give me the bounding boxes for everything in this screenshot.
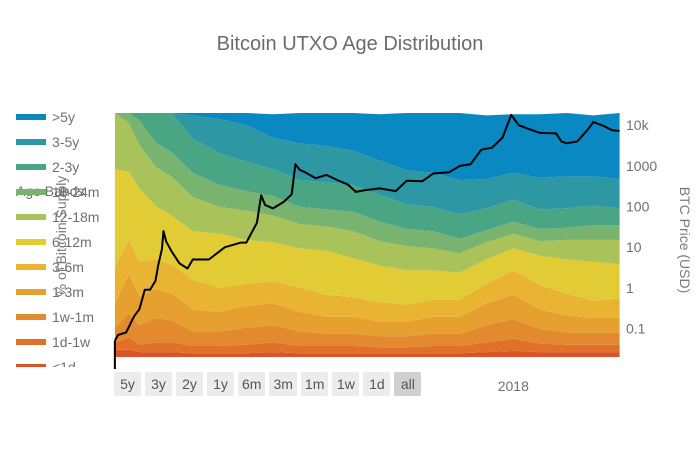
range-button-all[interactable]: all [394, 372, 422, 396]
range-button-1m[interactable]: 1m [300, 372, 329, 396]
legend-label: 12-18m [52, 209, 99, 225]
legend-swatch [16, 339, 46, 345]
legend-item[interactable]: 18-24m [16, 184, 99, 200]
legend-label: >5y [52, 109, 75, 125]
area-band-3-6m [114, 239, 620, 322]
right-axis: 0.1 1 10 100 1000 10k [626, 117, 657, 336]
legend-label: 3-6m [52, 259, 84, 275]
x-tick-label: 2018 [498, 378, 529, 394]
area-band-6-12m [114, 169, 620, 305]
legend-label: 6-12m [52, 234, 92, 250]
legend-swatch [16, 264, 46, 270]
legend-item[interactable]: 1w-1m [16, 309, 94, 325]
legend-swatch [16, 289, 46, 295]
legend-swatch [16, 314, 46, 320]
legend-label: 1d-1w [52, 334, 91, 350]
area-band-1d-1w [114, 337, 620, 354]
right-tick-label: 0.1 [626, 321, 646, 337]
right-tick-label: 1000 [626, 158, 657, 174]
range-button-3m[interactable]: 3m [269, 372, 297, 396]
range-button-2y[interactable]: 2y [176, 372, 203, 396]
legend-label: 3-5y [52, 134, 79, 150]
left-axis-title: % of Bitcoin Supply [53, 176, 69, 297]
right-tick-label: 1 [626, 280, 634, 296]
plot-area [113, 113, 620, 369]
legend-item[interactable]: 3-5y [16, 134, 79, 150]
legend-item[interactable]: 1-3m [16, 284, 84, 300]
range-button-3y[interactable]: 3y [145, 372, 172, 396]
legend: Age Bands>5y3-5y2-3y18-24m12-18m6-12m3-6… [16, 109, 99, 375]
x-axis: 2018 [498, 378, 529, 394]
chart-title: Bitcoin UTXO Age Distribution [217, 33, 484, 55]
right-tick-label: 10k [626, 117, 650, 133]
legend-swatch [16, 214, 46, 220]
legend-label: 18-24m [52, 184, 99, 200]
legend-label: 1-3m [52, 284, 84, 300]
legend-item[interactable]: 2-3y [16, 159, 79, 175]
range-button-1w[interactable]: 1w [332, 372, 360, 396]
legend-item[interactable]: 6-12m [16, 234, 92, 250]
range-button-1d[interactable]: 1d [363, 372, 391, 396]
legend-item[interactable]: 3-6m [16, 259, 84, 275]
legend-item[interactable]: >5y [16, 109, 75, 125]
right-axis-title: BTC Price (USD) [677, 187, 693, 294]
area-band-3-5y [114, 113, 620, 215]
range-selector: 5y 3y 2y 1y 6m 3m 1m 1w 1d all [114, 372, 422, 396]
right-tick-label: 10 [626, 239, 642, 255]
legend-swatch [16, 139, 46, 145]
legend-item[interactable]: <1d [16, 359, 76, 375]
range-button-5y[interactable]: 5y [114, 372, 141, 396]
area-band-12-18m [114, 113, 620, 273]
legend-label: 2-3y [52, 159, 79, 175]
legend-swatch [16, 114, 46, 120]
legend-swatch [16, 364, 46, 367]
area-band--5y [114, 113, 620, 181]
legend-swatch [16, 164, 46, 170]
area-band-18-24m [114, 113, 620, 254]
legend-swatch [16, 239, 46, 245]
legend-label: <1d [52, 359, 76, 375]
range-button-6m[interactable]: 6m [238, 372, 266, 396]
legend-item[interactable]: 12-18m [16, 209, 99, 225]
legend-item[interactable]: 1d-1w [16, 334, 91, 350]
range-button-1y[interactable]: 1y [207, 372, 234, 396]
area-band-1-3m [114, 274, 620, 337]
legend-swatch [16, 189, 46, 195]
area-band-1w-1m [114, 313, 620, 348]
price-line [114, 113, 620, 342]
area-band-2-3y [114, 113, 620, 239]
legend-label: 1w-1m [52, 309, 94, 325]
right-tick-label: 100 [626, 199, 650, 215]
area-band--1d [114, 349, 620, 357]
